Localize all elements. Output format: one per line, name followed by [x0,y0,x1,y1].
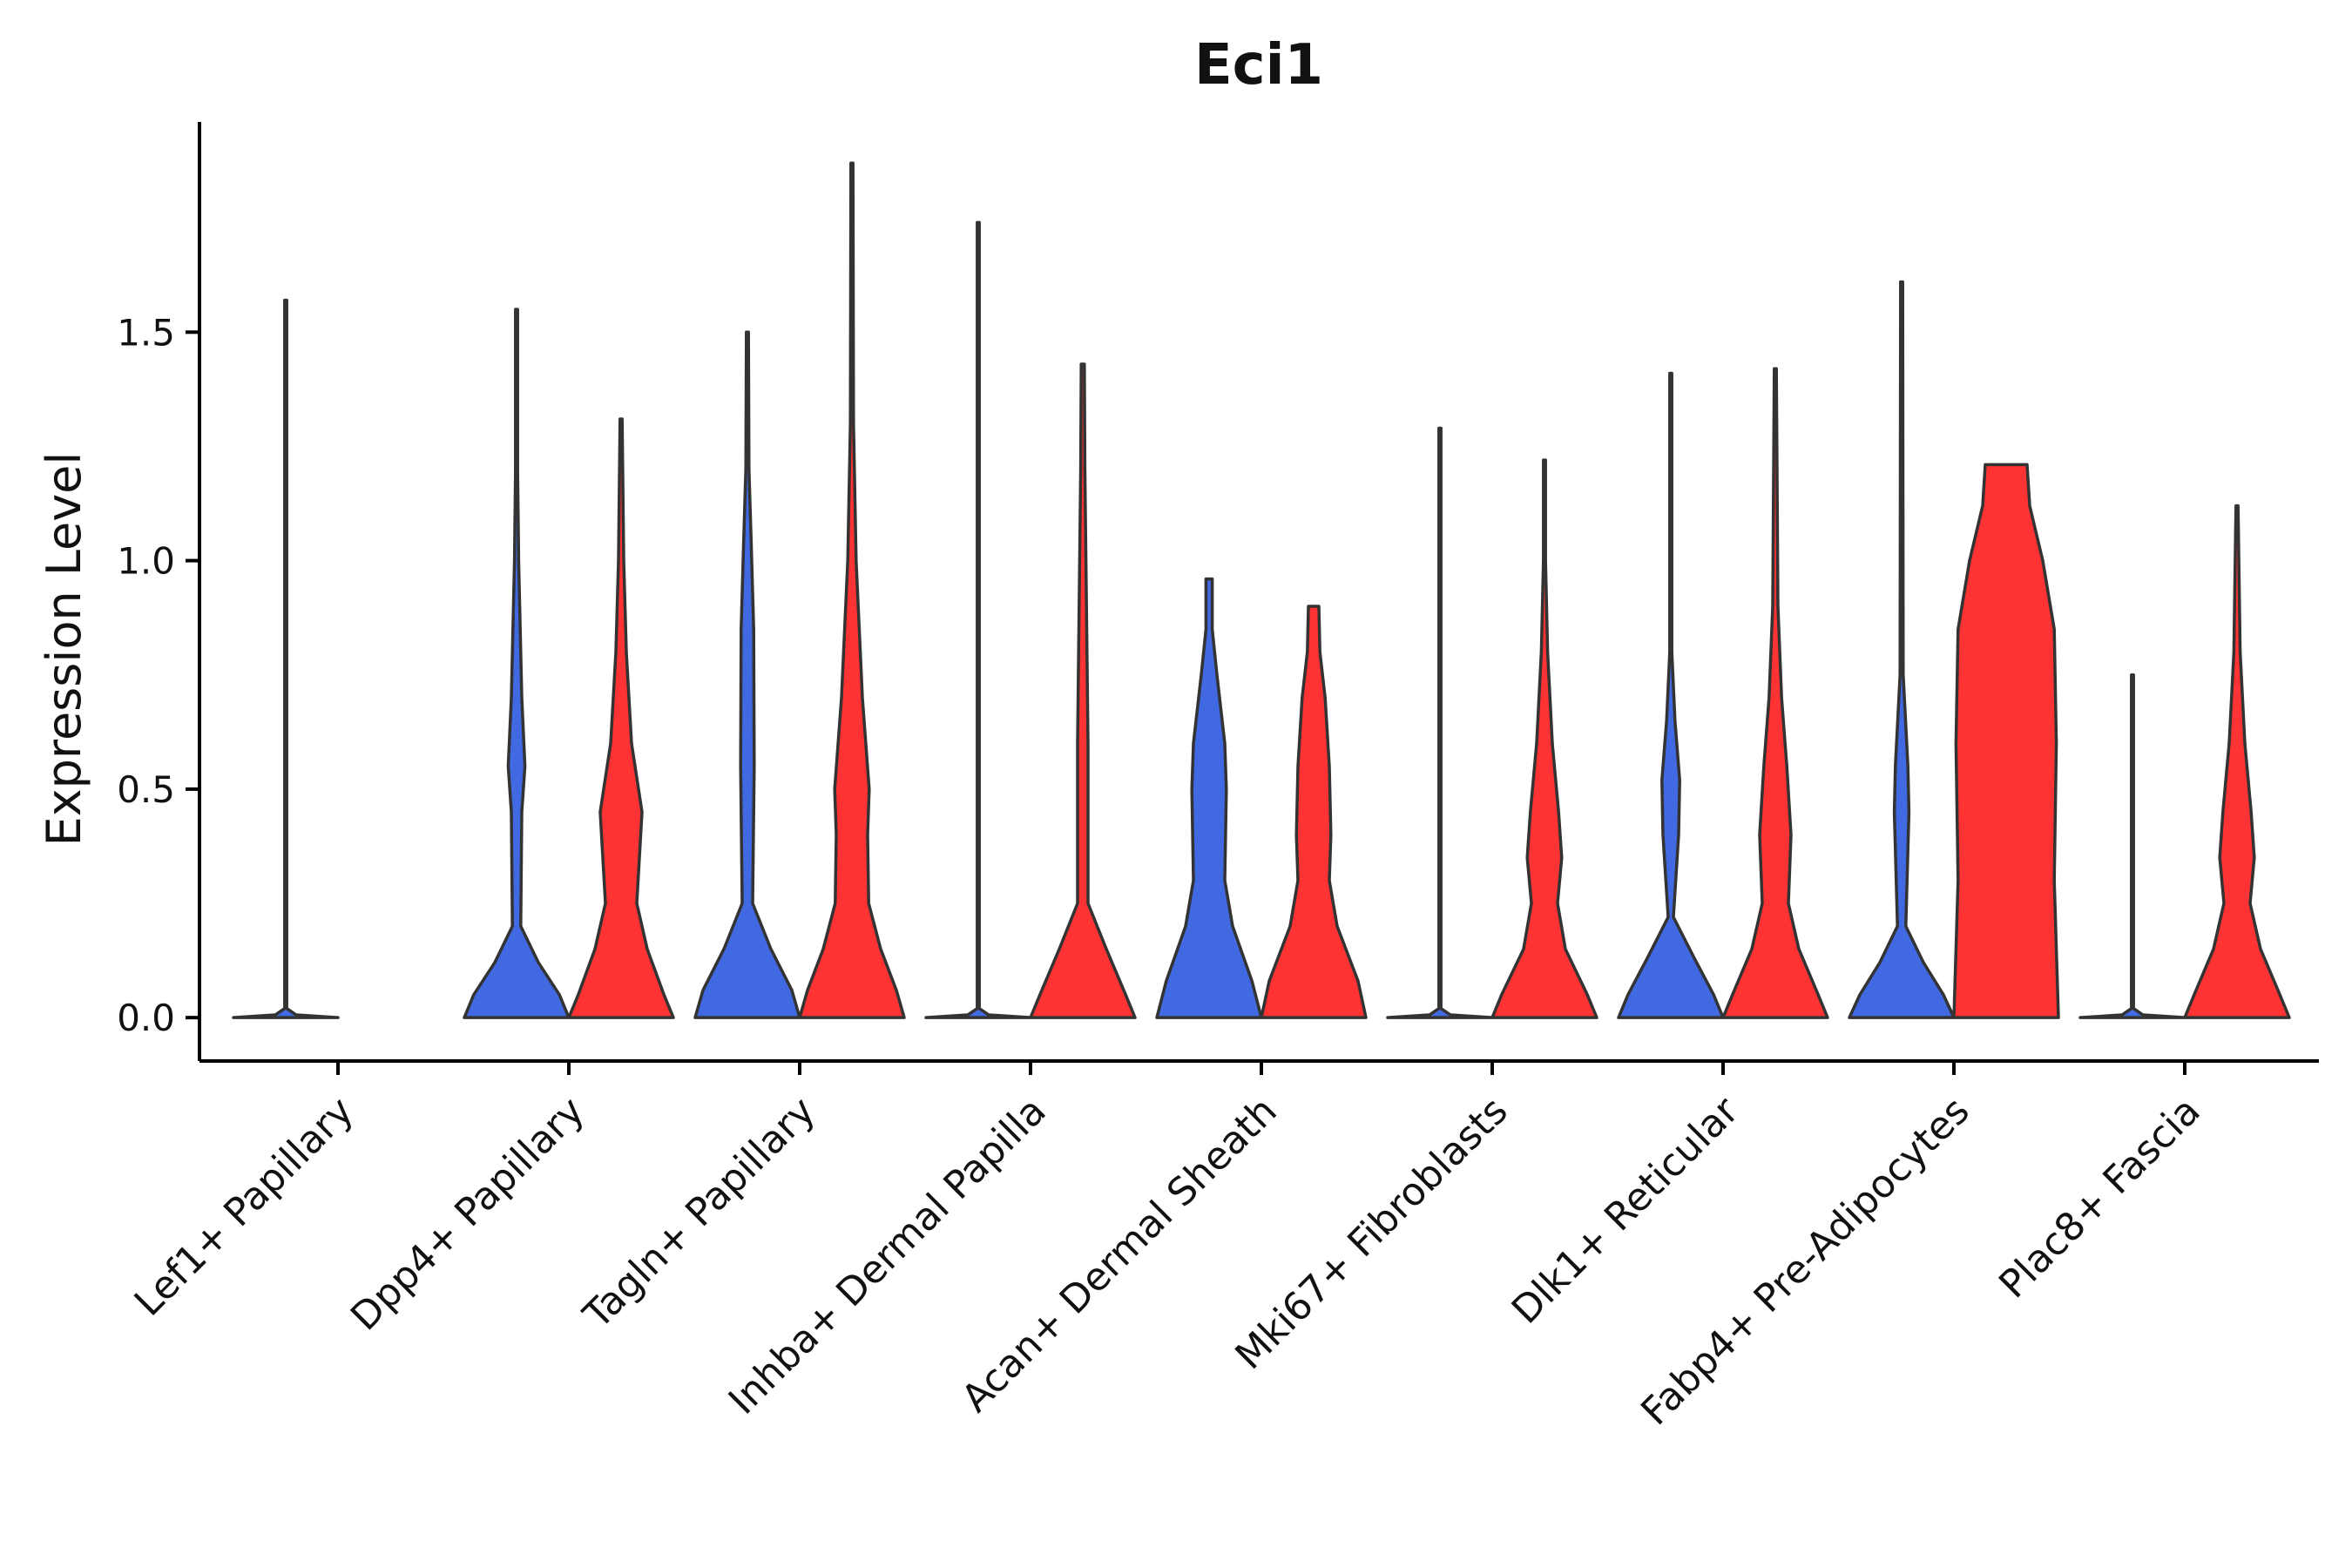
violin-red-7 [1721,367,1829,1019]
violin-red-9 [2183,504,2291,1019]
x-category-label: Tagln+ Papillary [575,1089,824,1338]
violin-red-3 [798,161,906,1019]
violin-blue-7 [1617,371,1725,1019]
y-tick-label: 0.0 [117,997,175,1039]
violin-red-2 [567,417,675,1019]
axes-layer [198,122,2319,1063]
violin-layer [232,161,2291,1019]
y-axis-label: Expression Level [37,452,91,847]
y-ticks: 0.0 0.5 1.0 1.5 [117,311,199,1039]
violin-red-6 [1490,458,1598,1019]
y-tick-label: 0.5 [117,768,175,811]
y-tick-label: 1.0 [117,540,175,583]
y-tick-label: 1.5 [117,311,175,354]
violin-blue-6 [1386,426,1494,1019]
x-category-label: Dlk1+ Reticular [1504,1088,1748,1333]
violin-red-4 [1029,362,1137,1019]
violin-red-5 [1260,605,1368,1019]
x-category-label: Dpp4+ Papillary [342,1089,593,1340]
violin-red-8 [1952,463,2060,1019]
chart-title: Eci1 [1194,33,1323,98]
x-category-label: Plac8+ Fascia [1990,1089,2209,1308]
violin-blue-4 [924,220,1032,1019]
violin-blue-1 [232,298,340,1019]
violin-blue-5 [1155,577,1263,1019]
violin-blue-9 [2078,672,2186,1019]
violin-blue-2 [463,308,571,1019]
violin-blue-8 [1848,280,1956,1019]
x-category-label: Lef1+ Papillary [126,1089,362,1325]
violin-blue-3 [693,330,801,1019]
